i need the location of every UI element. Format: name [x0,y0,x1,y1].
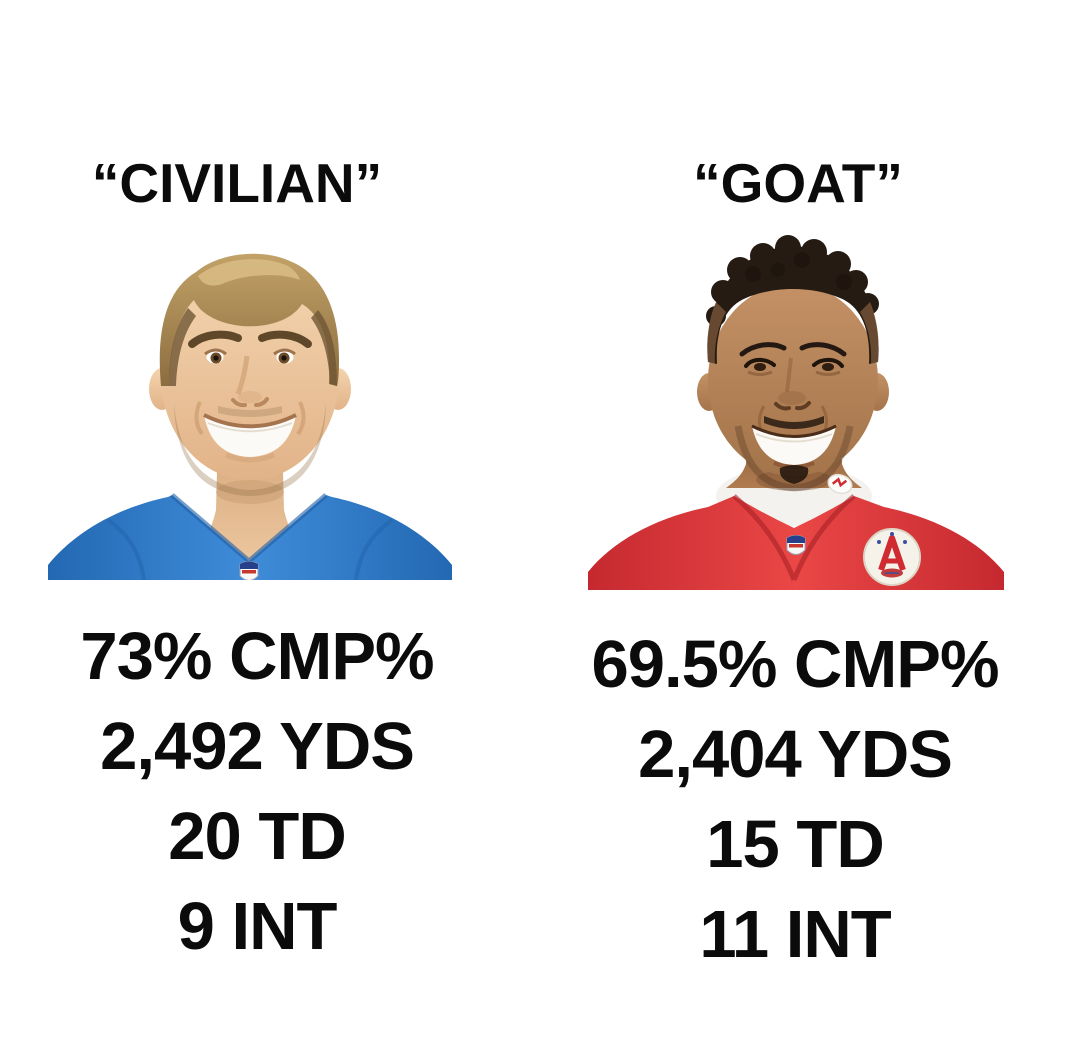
goff-td-stat: 20 TD [168,799,346,874]
mahomes-figure [588,235,1004,590]
mahomes-goatee [779,465,809,484]
mahomes-eye-left [744,357,776,376]
goff-collar-seam [170,493,328,563]
goff-nose-bridge [235,355,250,395]
mahomes-eyebrow-right [799,342,847,357]
mahomes-nose-bridge [785,357,793,393]
goff-mouth [203,413,297,463]
nfl-shield-icon [786,535,806,555]
goff-nostril-right [254,397,269,407]
goff-hair-side-left [169,308,196,386]
mahomes-hair [706,235,879,364]
mahomes-stats: 69.5% CMP% 2,404 YDS 15 TD 11 INT [558,620,1032,980]
mahomes-int-stat: 11 INT [699,897,891,972]
goff-headshot-photo [48,253,452,580]
goff-hair-side-right [311,310,337,386]
goff-face [161,272,339,480]
chiefs-arrowhead-icon [827,473,853,495]
goff-eyebrow-right [258,330,312,348]
goff-stubble-lip [218,406,282,417]
mahomes-collar-seam [732,494,856,581]
mahomes-hair-fade-right [860,302,879,364]
goff-shoulder-seam-right [354,518,394,580]
goff-eyebrow-left [188,330,242,348]
mahomes-nostril-left [774,402,791,411]
goff-cmp-stat: 73% CMP% [80,619,434,694]
mahomes-headshot-photo [588,235,1004,590]
goat-title: “GOAT” [693,152,903,214]
mahomes-eyebrow-left [739,342,787,357]
mahomes-nose-tip [778,391,806,405]
civilian-title: “CIVILIAN” [91,152,383,214]
goff-smile-crease-right [296,401,306,436]
goff-yds-stat: 2,492 YDS [100,709,415,784]
goff-shoulder-seam-left [106,518,146,580]
goff-hair-highlight [198,259,300,286]
mahomes-yds-stat: 2,404 YDS [638,717,953,792]
mahomes-nostril-right [795,401,811,411]
goff-int-stat: 9 INT [177,889,338,964]
goff-smile-crease-left [194,401,204,436]
goff-nose-tip [238,391,262,403]
goff-jersey [48,495,452,580]
goff-hair [159,253,340,386]
mahomes-td-stat: 15 TD [706,807,884,882]
goff-nostril-left [231,398,247,408]
goff-stats: 73% CMP% 2,492 YDS 20 TD 9 INT [20,612,494,972]
afc-patch-icon [863,528,921,586]
mahomes-cmp-stat: 69.5% CMP% [591,627,999,702]
goff-figure [48,253,452,580]
goff-eye-left [204,348,227,364]
mahomes-eye-right [812,357,844,376]
mahomes-jaw-beard [734,425,854,492]
mahomes-mustache [764,416,824,429]
nfl-shield-icon [239,561,259,580]
goff-chin-shadow [216,480,284,504]
mahomes-hair-fade-left [707,302,726,364]
goff-eye-right [273,348,296,364]
